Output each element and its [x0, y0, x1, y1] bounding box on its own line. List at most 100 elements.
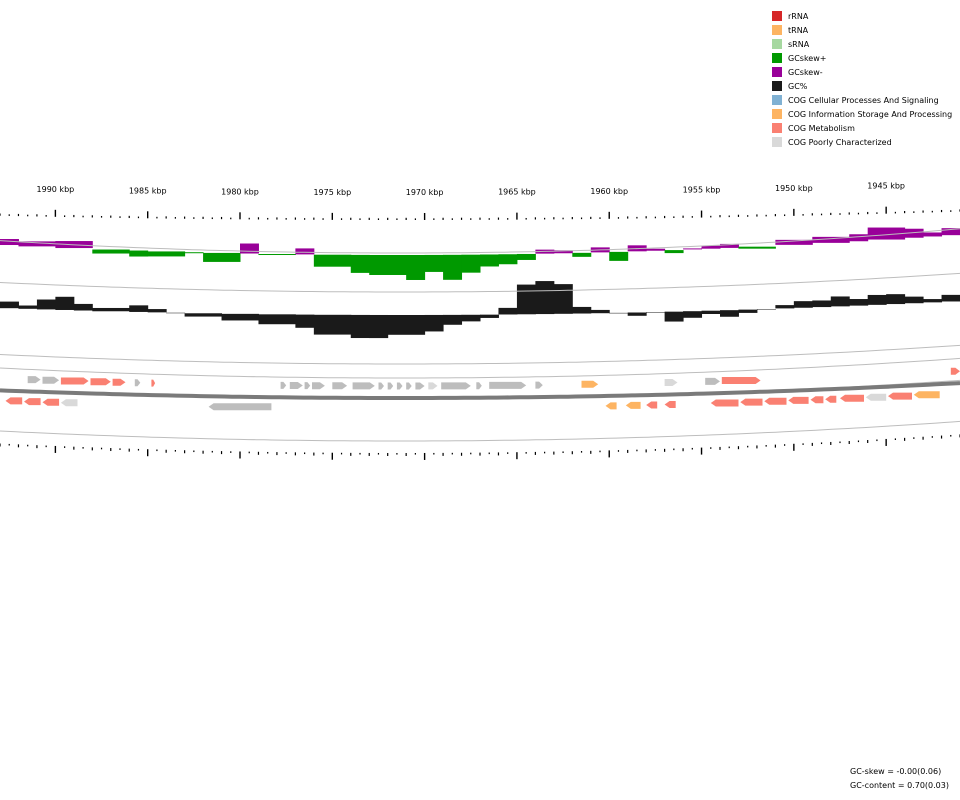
- gc-content-bar: [867, 294, 887, 305]
- legend-swatch: [772, 53, 782, 63]
- legend-item: COG Cellular Processes And Signaling: [772, 93, 952, 107]
- legend-swatch: [772, 25, 782, 35]
- gene-arrow: [289, 382, 303, 389]
- gc-skew-negative-bar: [683, 248, 703, 250]
- gene-arrow: [705, 377, 720, 385]
- legend-label: rRNA: [788, 11, 809, 21]
- inner-scale-ticks: [0, 434, 960, 460]
- gc-skew-positive-bar: [424, 254, 444, 272]
- gc-content-bar: [830, 296, 850, 307]
- gc-skew-positive-bar: [313, 254, 352, 267]
- gene-arrow: [581, 380, 599, 388]
- gene-arrow: [428, 382, 438, 390]
- gene-arrow: [950, 367, 960, 375]
- gc-content-bar: [775, 305, 795, 309]
- gene-arrow: [788, 396, 809, 404]
- gc-content-bar: [221, 313, 259, 321]
- gc-skew-negative-bar: [941, 228, 960, 236]
- gene-arrow: [441, 382, 471, 390]
- gc-skew-negative-bar: [0, 239, 19, 246]
- gc-content-bar: [553, 284, 573, 314]
- gene-arrow: [5, 397, 23, 405]
- gc-content-bar: [166, 312, 186, 314]
- legend-item: sRNA: [772, 37, 952, 51]
- track-guide: [0, 228, 960, 254]
- gc-content-bar: [923, 299, 943, 303]
- gene-arrow: [406, 382, 412, 390]
- track-guide: [0, 357, 960, 379]
- gene-arrow: [913, 391, 940, 399]
- gene-arrow: [27, 376, 41, 384]
- gene-arrow: [865, 393, 887, 401]
- gc-content-bar: [904, 296, 924, 304]
- gc-skew-negative-bar: [904, 228, 924, 238]
- gene-arrow: [764, 397, 787, 405]
- gc-content-bar: [609, 312, 629, 314]
- gc-content-bar: [184, 313, 223, 317]
- tick-label: 1990 kbp: [37, 185, 75, 194]
- scale-tick-labels: 1990 kbp 1985 kbp 1980 kbp 1975 kbp 1970 kbp…: [37, 182, 905, 197]
- gc-content-bar: [350, 314, 370, 339]
- gc-skew-negative-bar: [775, 239, 813, 245]
- gc-skew-positive-bar: [129, 250, 149, 257]
- gc-skew-positive-bar: [350, 254, 370, 273]
- gc-content-bar: [369, 314, 389, 339]
- gc-content-stat: GC-content = 0.70(0.03): [850, 781, 949, 790]
- gene-arrow: [42, 398, 60, 406]
- gene-arrow: [664, 401, 676, 408]
- gc-skew-negative-bar: [812, 236, 850, 243]
- gc-content-bar: [646, 312, 666, 313]
- gc-skew-positive-bar: [609, 251, 629, 261]
- gene-arrow: [60, 377, 89, 385]
- gc-content-bar: [387, 314, 426, 335]
- gene-arrow: [721, 377, 761, 384]
- gc-skew-negative-bar: [923, 232, 943, 237]
- track-guide: [0, 420, 960, 442]
- gene-arrow: [535, 381, 543, 389]
- gc-content-bar: [664, 311, 684, 322]
- gene-arrow: [825, 395, 837, 403]
- gc-skew-positive-bar: [664, 250, 684, 254]
- gene-arrow: [24, 398, 41, 406]
- legend-swatch: [772, 11, 782, 21]
- gc-content-bar: [480, 314, 499, 318]
- gene-arrow: [840, 394, 864, 402]
- gc-content-bar: [129, 305, 149, 312]
- gene-arrow: [396, 382, 403, 390]
- gc-content-bar: [461, 314, 481, 322]
- gene-arrow: [810, 396, 824, 404]
- gene-arrow: [280, 381, 287, 389]
- gene-arrow: [740, 398, 763, 406]
- gc-skew-positive-bar: [516, 253, 536, 260]
- gc-content-bar: [793, 301, 813, 308]
- gene-arrow: [151, 379, 156, 387]
- gene-arrow: [134, 379, 141, 387]
- gc-content-bar: [73, 303, 93, 311]
- legend-label: tRNA: [788, 25, 809, 35]
- gene-arrow: [625, 401, 641, 409]
- legend-swatch: [772, 95, 782, 105]
- gc-content-bar: [516, 284, 536, 315]
- gc-skew-positive-bar: [258, 254, 296, 256]
- gc-content-bar: [886, 294, 906, 305]
- legend-swatch: [772, 137, 782, 147]
- gc-skew-positive-bar: [92, 249, 130, 254]
- gc-skew-negative-bar: [720, 243, 739, 248]
- tick-label: 1975 kbp: [313, 188, 351, 197]
- legend-label: COG Poorly Characterized: [788, 137, 892, 147]
- track-guide: [0, 344, 960, 365]
- gc-content-bar: [424, 314, 444, 332]
- gc-skew-positive-bar: [498, 254, 518, 265]
- gc-skew-negative-bar: [240, 243, 259, 254]
- legend-label: GC%: [788, 81, 808, 91]
- gc-content-bar: [498, 307, 518, 315]
- gc-content-bar: [720, 310, 739, 317]
- gene-arrow: [888, 392, 912, 400]
- legend-swatch: [772, 39, 782, 49]
- gene-arrow: [710, 399, 739, 407]
- gc-content-bar: [0, 301, 19, 309]
- gc-skew-positive-bar: [572, 252, 592, 257]
- legend-label: GCskew-: [788, 67, 823, 77]
- legend-item: GCskew+: [772, 51, 952, 65]
- gc-skew-stat: GC-skew = -0.00(0.06): [850, 767, 942, 776]
